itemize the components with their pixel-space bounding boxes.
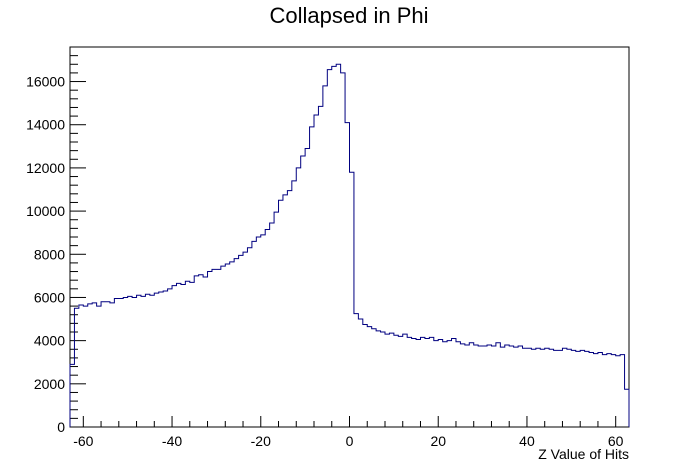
y-tick-label: 16000 (26, 74, 65, 90)
x-tick-label: 40 (519, 433, 535, 449)
x-axis: -60 -40 -20 0 20 40 60 (73, 416, 624, 449)
y-tick-label: 0 (57, 419, 65, 435)
y-tick-label: 8000 (34, 246, 65, 262)
y-tick-label: 4000 (34, 333, 65, 349)
y-tick-label: 6000 (34, 289, 65, 305)
x-tick-label: 0 (346, 433, 354, 449)
y-tick-label: 12000 (26, 160, 65, 176)
chart-title: Collapsed in Phi (270, 3, 429, 28)
y-axis: 0 2000 4000 6000 8000 10000 12000 14000 16000 (26, 46, 86, 435)
x-axis-label: Z Value of Hits (538, 446, 629, 462)
x-tick-label: -40 (162, 433, 182, 449)
y-tick-label: 10000 (26, 203, 65, 219)
y-tick-label: 14000 (26, 117, 65, 133)
histogram-series-line (69, 63, 630, 427)
x-tick-label: 60 (608, 433, 624, 449)
x-tick-label: -20 (251, 433, 271, 449)
x-tick-label: 20 (430, 433, 446, 449)
y-tick-label: 2000 (34, 376, 65, 392)
x-tick-label: -60 (73, 433, 93, 449)
plot-frame (69, 46, 630, 428)
